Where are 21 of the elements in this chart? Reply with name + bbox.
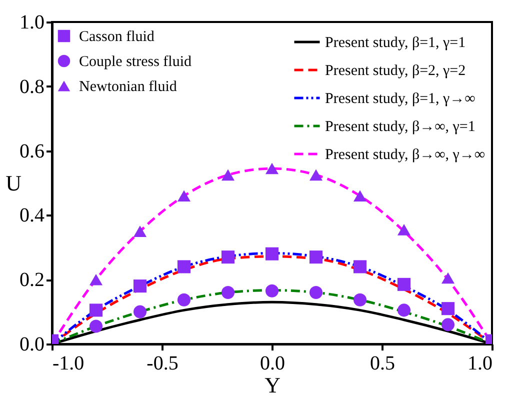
y-tick-label: 0.2 <box>20 269 44 292</box>
legend-label: Present study, β→∞, γ→∞ <box>325 147 486 163</box>
y-tick-label: 0.6 <box>20 140 44 162</box>
legend-label: Present study, β=2, γ=2 <box>325 63 466 79</box>
legend-label: Newtonian fluid <box>79 79 178 95</box>
x-tick-label: -1.0 <box>52 352 84 374</box>
y-axis-title: U <box>6 170 22 196</box>
x-tick-label: 0.5 <box>370 352 395 374</box>
y-tick-label: 0.0 <box>20 334 44 356</box>
legend-label: Present study, β=1, γ→∞ <box>325 91 476 107</box>
x-tick-label: 0.0 <box>260 352 285 374</box>
legend-label: Casson fluid <box>79 29 155 45</box>
x-tick-label: -0.5 <box>146 352 178 374</box>
legend-label: Couple stress fluid <box>79 54 192 70</box>
legend-label: Present study, β=1, γ=1 <box>325 35 466 51</box>
x-axis-title: Y <box>264 372 281 398</box>
x-tick-label: 1.0 <box>468 352 492 374</box>
y-tick-label: 0.8 <box>20 76 44 98</box>
y-tick-label: 1.0 <box>20 12 44 34</box>
legend-label: Present study, β→∞, γ=1 <box>325 119 476 135</box>
y-tick-label: 0.4 <box>20 204 44 227</box>
